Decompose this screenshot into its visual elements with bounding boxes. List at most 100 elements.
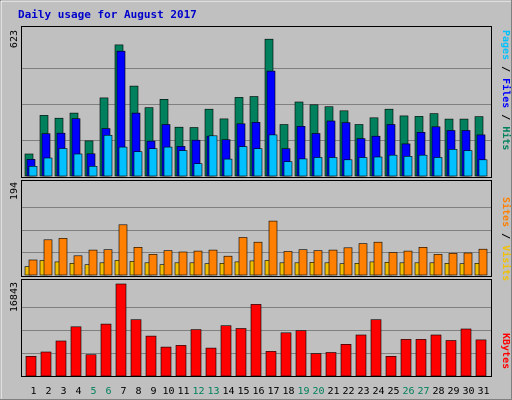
day-label: 5 (90, 386, 96, 397)
day-label: 27 (417, 386, 429, 397)
day-label: 25 (387, 386, 399, 397)
sites-bar (373, 241, 383, 276)
sites-bar (103, 249, 113, 276)
pages-bar (343, 159, 353, 177)
kbytes-bar (130, 319, 142, 377)
pages-bar (88, 166, 98, 177)
kbytes-bar (55, 340, 67, 377)
sites-bar (298, 249, 308, 276)
chart-title: Daily usage for August 2017 (18, 8, 197, 21)
day-label: 28 (432, 386, 444, 397)
kbytes-bar (430, 334, 442, 377)
pages-bar (73, 153, 83, 177)
pages-bar (163, 146, 173, 177)
pages-bar (103, 135, 113, 177)
day-label: 7 (120, 386, 126, 397)
day-label: 17 (267, 386, 279, 397)
kbytes-bar (370, 319, 382, 377)
sites-bar (253, 241, 263, 276)
legend-separator: / (500, 108, 511, 126)
pages-bar (208, 135, 218, 177)
kbytes-bar (115, 283, 127, 377)
pages-bar (148, 148, 158, 177)
kbytes-bar (175, 345, 187, 377)
day-label: 6 (105, 386, 111, 397)
pages-bar (133, 151, 143, 177)
sites-bar (193, 250, 203, 276)
sites-bar (358, 243, 368, 276)
day-label: 30 (462, 386, 474, 397)
pages-bar (403, 156, 413, 177)
sites-bar (388, 252, 398, 276)
kbytes-bar (145, 335, 157, 377)
day-label: 14 (222, 386, 234, 397)
pages-bar (448, 149, 458, 177)
sites-bar (223, 255, 233, 276)
kbytes-bar (70, 326, 82, 377)
kbytes-bar (400, 339, 412, 377)
day-label: 9 (150, 386, 156, 397)
kbytes-bar (25, 355, 37, 377)
kbytes-legend: KBytes (500, 333, 511, 369)
kbytes-bar (295, 330, 307, 377)
day-label: 13 (207, 386, 219, 397)
kbytes-bar (205, 347, 217, 377)
visits-panel: 194 Sites / Visits (9, 180, 512, 281)
pages-bar (193, 163, 203, 177)
pages-bar (118, 146, 128, 177)
pages-bar (313, 157, 323, 177)
kbytes-bar (460, 328, 472, 377)
sites-bar (313, 250, 323, 276)
sites-bar (403, 250, 413, 276)
day-label: 29 (447, 386, 459, 397)
day-label: 4 (75, 386, 81, 397)
kbytes-ymax-label: 16843 (9, 282, 20, 312)
day-label: 21 (327, 386, 339, 397)
visits-legend: Sites / Visits (500, 197, 512, 281)
pages-bar (418, 154, 428, 177)
kbytes-bar (100, 323, 112, 377)
day-label: 20 (312, 386, 324, 397)
pages-bar (298, 158, 308, 177)
legend-separator: / (500, 60, 511, 78)
legend-pages: Pages (500, 30, 511, 60)
day-label: 15 (237, 386, 249, 397)
sites-bar (58, 238, 68, 276)
pages-bar (463, 150, 473, 177)
legend-sites: Sites (500, 197, 512, 227)
kbytes-bar (160, 346, 172, 377)
sites-bar (433, 254, 443, 276)
kbytes-bar (355, 334, 367, 377)
day-labels: 1 2 3 4 5 6 7 8 9 10 11 12 13 14 15 16 17 18 19 20 21 22 23 24 2… (30, 386, 489, 397)
pages-bar (223, 158, 233, 177)
day-label: 12 (192, 386, 204, 397)
kbytes-bar (475, 339, 487, 377)
kbytes-bar (445, 340, 457, 377)
sites-bar (88, 249, 98, 276)
sites-bar (178, 251, 188, 276)
hits-panel: 623 Pages / Files / Hits (9, 26, 512, 178)
pages-bar (388, 154, 398, 177)
pages-bar (358, 157, 368, 177)
legend-separator: / (500, 227, 511, 245)
pages-bar (238, 146, 248, 177)
pages-bar (283, 161, 293, 177)
kbytes-bar (265, 351, 277, 377)
pages-bar (268, 134, 278, 177)
pages-bar (433, 157, 443, 177)
kbytes-bar (310, 353, 322, 377)
sites-bar (328, 249, 338, 276)
day-label: 3 (60, 386, 66, 397)
sites-bar (43, 239, 53, 276)
kbytes-bar (190, 329, 202, 377)
sites-bar (478, 248, 488, 276)
day-label: 26 (402, 386, 414, 397)
pages-bar (253, 148, 263, 177)
day-label: 16 (252, 386, 264, 397)
kbytes-panel: 16843 KBytes (9, 279, 511, 377)
day-label: 31 (477, 386, 489, 397)
day-label: 19 (297, 386, 309, 397)
sites-bar (463, 252, 473, 276)
pages-bar (28, 166, 38, 177)
